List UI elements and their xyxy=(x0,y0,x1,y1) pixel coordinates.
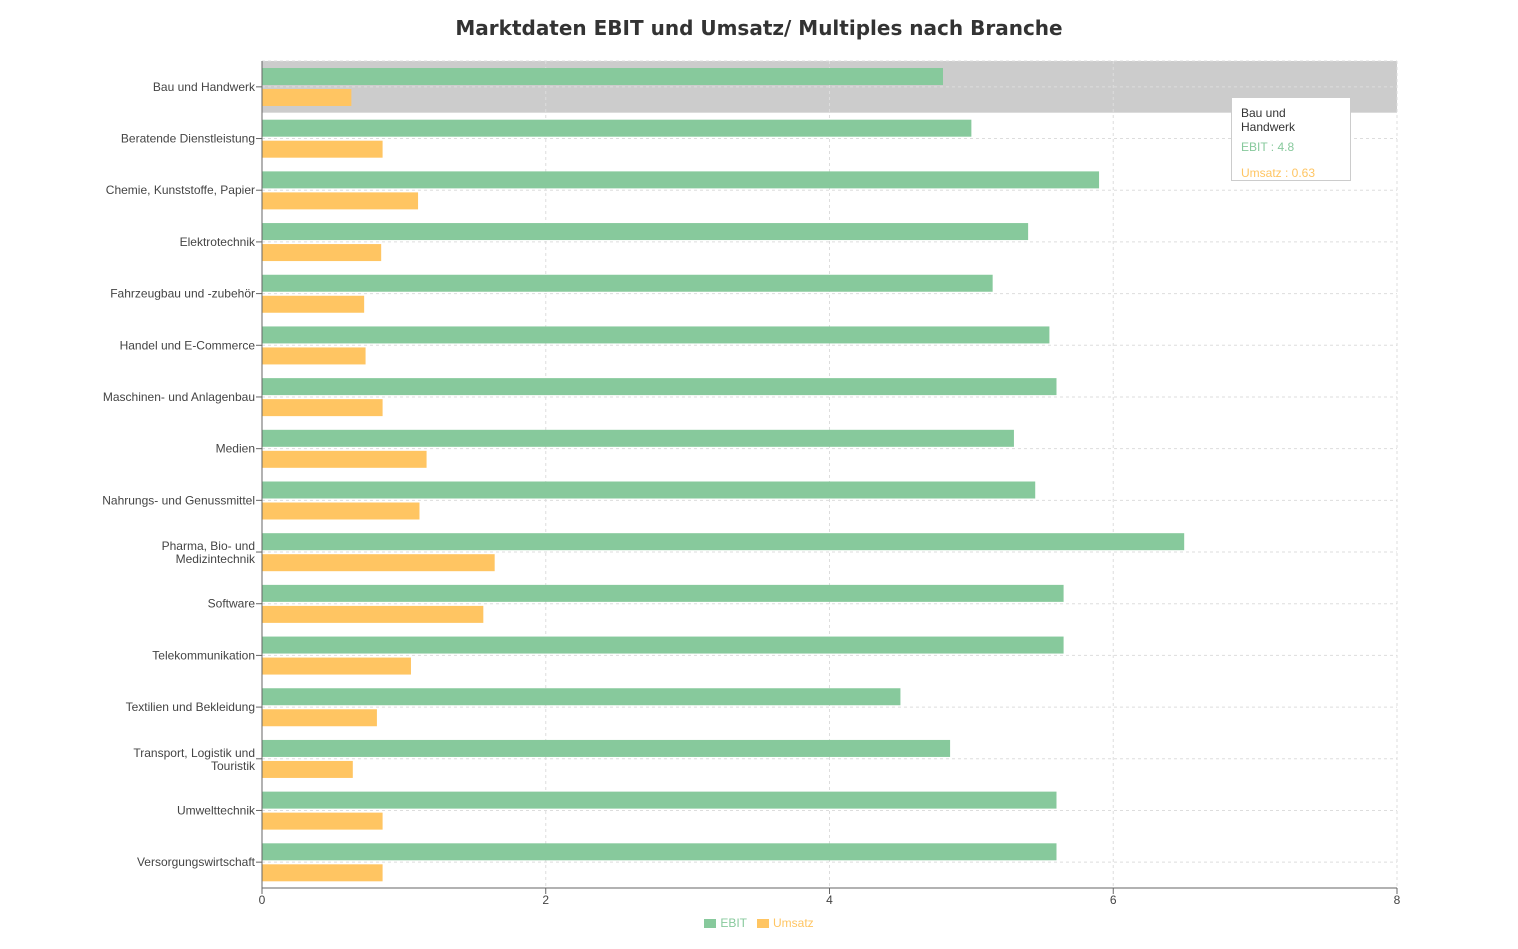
bar-umsatz xyxy=(262,864,383,882)
bar-ebit xyxy=(262,68,943,85)
bar-ebit xyxy=(262,223,1029,241)
bar-umsatz xyxy=(262,399,383,417)
bar-ebit xyxy=(262,326,1050,344)
chart-title: Marktdaten EBIT und Umsatz/ Multiples na… xyxy=(455,16,1063,40)
y-tick-label: Bau und Handwerk xyxy=(153,80,256,94)
bar-umsatz xyxy=(262,89,352,106)
y-tick-label: Nahrungs- und Genussmittel xyxy=(102,493,255,507)
y-tick-label: Pharma, Bio- und Medizintechnik xyxy=(162,539,256,566)
bar-umsatz xyxy=(262,295,365,313)
tooltip-title: Bau und Handwerk xyxy=(1241,106,1296,134)
y-tick-label: Chemie, Kunststoffe, Papier xyxy=(106,183,255,197)
legend-swatch-umsatz xyxy=(757,918,769,928)
legend-item-umsatz[interactable]: Umsatz xyxy=(757,916,814,930)
bar-ebit xyxy=(262,119,972,137)
y-tick-label: Textilien und Bekleidung xyxy=(126,700,255,714)
bar-ebit xyxy=(262,739,951,757)
x-tick-label: 0 xyxy=(259,893,266,907)
bar-ebit xyxy=(262,636,1064,654)
bar-umsatz xyxy=(262,760,353,778)
y-tick-label: Telekommunikation xyxy=(152,648,255,662)
bar-ebit xyxy=(262,429,1014,447)
legend-label-umsatz: Umsatz xyxy=(773,916,814,930)
bar-umsatz xyxy=(262,192,419,210)
y-tick-label: Software xyxy=(208,597,256,611)
bar-ebit xyxy=(262,688,901,706)
chart-legend: EBIT Umsatz xyxy=(0,916,1518,930)
bar-ebit xyxy=(262,378,1057,396)
bar-umsatz xyxy=(262,347,366,365)
y-tick-label: Handel und E-Commerce xyxy=(120,338,256,352)
y-tick-label: Umwelttechnik xyxy=(177,803,256,817)
bar-ebit xyxy=(262,481,1036,499)
x-tick-label: 6 xyxy=(1110,893,1117,907)
chart-tooltip: Bau und Handwerk EBIT : 4.8 Umsatz : 0.6… xyxy=(1231,97,1351,181)
bar-umsatz xyxy=(262,605,484,623)
tooltip-umsatz-value: Umsatz : 0.63 xyxy=(1241,166,1316,180)
x-tick-label: 4 xyxy=(826,893,833,907)
legend-item-ebit[interactable]: EBIT xyxy=(704,916,747,930)
x-tick-label: 8 xyxy=(1394,893,1401,907)
legend-label-ebit: EBIT xyxy=(720,916,747,930)
bar-ebit xyxy=(262,791,1057,809)
bar-umsatz xyxy=(262,140,383,158)
tooltip-ebit-value: EBIT : 4.8 xyxy=(1241,140,1295,154)
y-tick-label: Beratende Dienstleistung xyxy=(121,132,255,146)
bar-ebit xyxy=(262,533,1185,551)
bar-umsatz xyxy=(262,709,377,727)
bar-umsatz xyxy=(262,812,383,830)
x-tick-label: 2 xyxy=(542,893,549,907)
y-tick-label: Maschinen- und Anlagenbau xyxy=(103,390,255,404)
bar-ebit xyxy=(262,171,1100,189)
y-tick-label: Versorgungswirtschaft xyxy=(137,855,256,869)
bar-ebit xyxy=(262,584,1064,602)
legend-swatch-ebit xyxy=(704,918,717,928)
bar-umsatz xyxy=(262,244,382,262)
bar-umsatz xyxy=(262,450,427,468)
y-tick-label: Transport, Logistik und Touristik xyxy=(133,746,256,773)
y-tick-label: Elektrotechnik xyxy=(180,235,256,249)
bar-ebit xyxy=(262,843,1057,861)
y-tick-label: Fahrzeugbau und -zubehör xyxy=(110,287,255,301)
bar-umsatz xyxy=(262,657,411,675)
bar-umsatz xyxy=(262,554,495,572)
bar-ebit xyxy=(262,274,993,292)
bar-umsatz xyxy=(262,502,420,520)
y-tick-label: Medien xyxy=(216,442,255,456)
